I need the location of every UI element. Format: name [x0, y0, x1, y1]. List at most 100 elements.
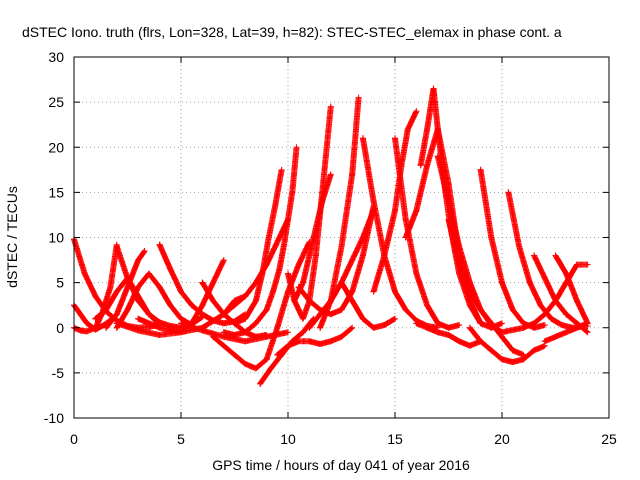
data-point: [312, 252, 319, 259]
data-point: [520, 324, 527, 331]
data-point: [417, 162, 424, 169]
data-point: [199, 279, 206, 286]
data-series: [338, 279, 398, 331]
data-point: [274, 239, 281, 246]
data-point: [276, 266, 283, 273]
data-point: [381, 252, 388, 259]
data-point: [552, 297, 559, 304]
x-tick-label: 5: [177, 431, 185, 447]
data-point: [299, 315, 306, 322]
data-point: [92, 293, 99, 300]
data-point: [141, 248, 148, 255]
axis-ticks: [73, 56, 610, 419]
data-point: [295, 284, 302, 291]
data-point: [499, 320, 505, 327]
data-point: [370, 198, 377, 205]
data-point: [488, 347, 495, 354]
data-point: [541, 275, 548, 282]
data-point: [77, 327, 84, 334]
data-series: [417, 85, 505, 331]
data-point: [113, 288, 120, 295]
data-point: [156, 324, 163, 331]
data-series: [274, 324, 356, 358]
data-point: [263, 356, 270, 363]
data-point: [231, 331, 238, 338]
data-point: [349, 288, 356, 295]
data-point: [466, 342, 473, 349]
data-series: [466, 324, 548, 366]
data-point: [477, 166, 484, 173]
data-point: [466, 288, 473, 295]
data-point: [92, 324, 99, 331]
x-tick-label: 0: [70, 431, 78, 447]
data-series: [520, 261, 591, 331]
data-point: [231, 320, 238, 327]
data-series: [541, 320, 591, 345]
y-tick-label: -10: [44, 410, 64, 426]
data-point: [584, 329, 591, 336]
x-tick-label: 10: [280, 431, 296, 447]
data-point: [317, 340, 324, 347]
data-point: [338, 306, 345, 313]
data-point: [563, 270, 570, 277]
data-point: [113, 311, 120, 318]
data-point: [573, 261, 580, 268]
data-series: [103, 248, 148, 331]
data-point: [531, 347, 538, 354]
data-point: [285, 216, 291, 223]
data-point: [199, 311, 206, 318]
y-tick-label: 15: [48, 184, 64, 200]
data-point: [285, 270, 291, 277]
data-point: [509, 306, 516, 313]
data-point: [242, 338, 249, 345]
data-point: [349, 171, 356, 178]
data-point: [413, 270, 420, 277]
data-point: [242, 293, 249, 300]
data-point-trace: [265, 204, 278, 241]
data-point: [584, 320, 591, 327]
data-point: [526, 279, 533, 286]
data-point: [505, 189, 512, 196]
data-point: [402, 216, 409, 223]
data-point: [456, 261, 463, 268]
data-point: [257, 380, 264, 387]
data-point: [509, 347, 516, 354]
data-point: [424, 324, 431, 331]
data-point: [317, 324, 324, 331]
data-point-trace: [413, 270, 430, 308]
data-point: [252, 365, 259, 372]
data-point: [338, 279, 345, 286]
data-point: [520, 356, 527, 363]
data-point: [167, 322, 174, 329]
data-point: [434, 329, 441, 336]
data-point: [242, 329, 249, 336]
data-point: [381, 322, 388, 329]
data-series: [477, 166, 548, 331]
data-point: [295, 338, 302, 345]
data-point: [319, 198, 326, 205]
data-point-trace: [516, 243, 533, 285]
y-tick-label: 20: [48, 139, 64, 155]
y-tick-labels: -10 -5 0 5 10 15 20 25 30: [44, 49, 64, 426]
data-point: [299, 329, 306, 336]
x-axis-title: GPS time / hours of day 041 of year 2016: [212, 457, 470, 473]
data-series: [231, 166, 285, 327]
data-point: [295, 261, 302, 268]
data-point: [477, 306, 484, 313]
data-point: [573, 297, 580, 304]
data-point: [278, 166, 285, 173]
data-point: [124, 284, 131, 291]
data-point: [370, 324, 377, 331]
data-point: [466, 324, 473, 331]
data-point: [584, 261, 591, 268]
data-point: [531, 252, 538, 259]
data-point: [156, 331, 163, 338]
data-point: [338, 333, 345, 340]
data-point: [558, 322, 565, 329]
data-point-trace: [359, 135, 377, 204]
data-point: [445, 324, 452, 331]
data-point: [541, 338, 548, 345]
x-tick-label: 25: [601, 431, 617, 447]
data-point: [306, 297, 313, 304]
data-point: [404, 126, 411, 133]
